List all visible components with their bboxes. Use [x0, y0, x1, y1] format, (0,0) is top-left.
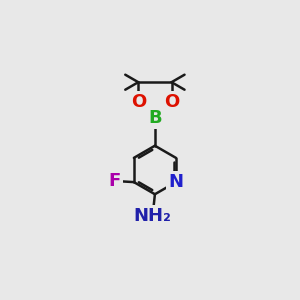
- Text: B: B: [148, 109, 162, 127]
- Text: N: N: [168, 173, 183, 191]
- Text: O: O: [164, 93, 179, 111]
- Text: O: O: [130, 93, 146, 111]
- Text: F: F: [108, 172, 120, 190]
- Text: NH₂: NH₂: [134, 207, 172, 225]
